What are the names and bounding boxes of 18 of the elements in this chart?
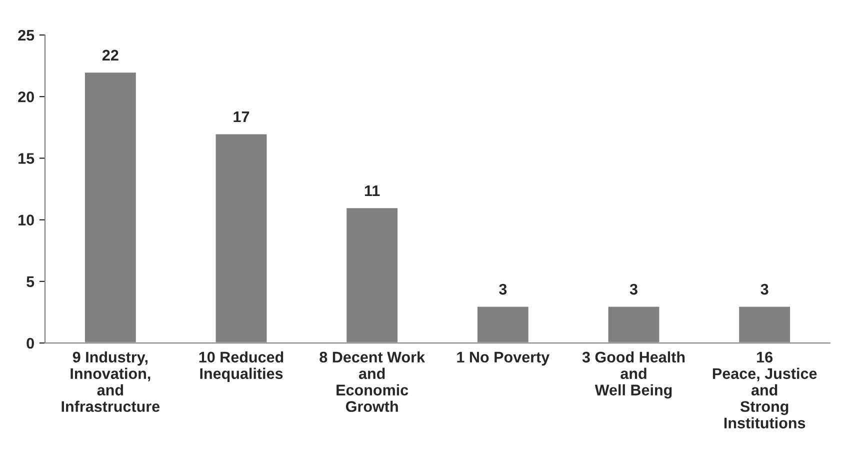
x-tick-label: 16 Peace, Justice and Strong Institutions <box>712 352 817 428</box>
y-tick-label: 10 <box>18 214 34 226</box>
x-tick-label: 1 No Poverty <box>457 352 550 366</box>
y-tick-label: 5 <box>26 276 34 288</box>
data-label: 3 <box>499 284 507 295</box>
x-tick-label: 3 Good Health and Well Being <box>582 351 685 399</box>
data-label: 11 <box>364 185 380 196</box>
x-tick-label: 8 Decent Work and Economic Growth <box>320 351 426 412</box>
x-tick-label: 9 Industry, Innovation, and Infrastructure <box>62 351 160 412</box>
y-tick-label: 15 <box>18 153 34 164</box>
y-tick-label: 20 <box>18 91 34 102</box>
y-tick-label: 25 <box>18 30 34 41</box>
x-tick-label: 10 Reduced Inequalities <box>199 351 284 382</box>
data-label: 3 <box>760 284 768 295</box>
y-tick-label: 0 <box>26 338 34 349</box>
data-label: 17 <box>234 112 250 122</box>
data-label: 3 <box>630 284 638 295</box>
data-label: 22 <box>102 50 118 60</box>
